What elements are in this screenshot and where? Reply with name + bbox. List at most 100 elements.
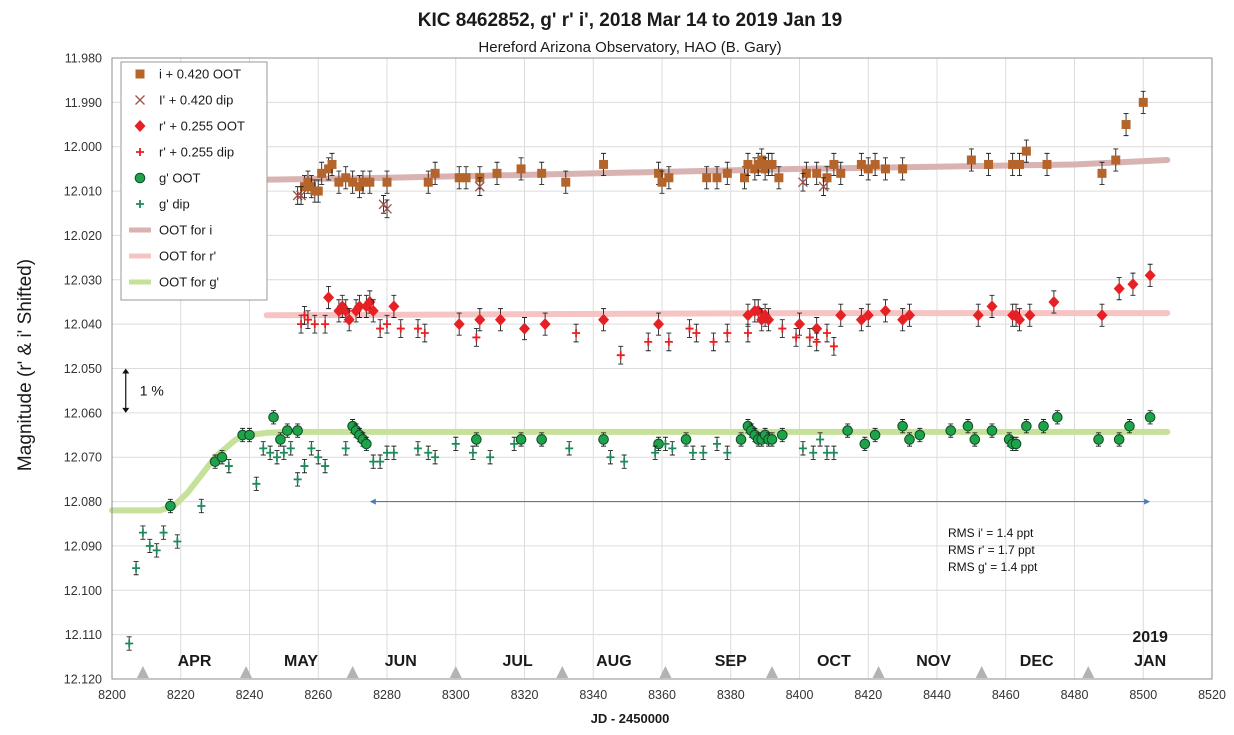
point-marker	[616, 351, 625, 360]
legend-label: r' + 0.255 OOT	[159, 119, 245, 134]
data-point	[321, 458, 330, 474]
month-label: JUN	[385, 653, 417, 670]
y-tick-label: 11.990	[65, 96, 102, 110]
point-marker	[798, 444, 807, 453]
data-point	[1097, 161, 1107, 185]
data-point	[536, 432, 547, 447]
data-point	[471, 432, 482, 447]
data-point	[880, 157, 890, 181]
data-point	[1010, 436, 1022, 452]
point-marker	[945, 425, 957, 436]
data-point	[424, 445, 433, 460]
point-marker	[862, 309, 874, 322]
point-marker	[365, 177, 375, 187]
data-point	[972, 303, 984, 327]
data-point	[986, 423, 998, 438]
data-point	[313, 179, 323, 203]
data-point	[468, 445, 477, 460]
legend-marker-swatch	[135, 95, 145, 105]
point-marker	[275, 434, 286, 445]
point-marker	[692, 329, 701, 338]
point-marker	[343, 313, 355, 326]
data-point	[1093, 432, 1104, 447]
point-marker	[341, 444, 350, 453]
x-axis-label: JD - 2450000	[591, 711, 670, 726]
data-point	[539, 312, 551, 336]
point-marker	[492, 168, 502, 178]
point-marker	[1097, 168, 1107, 178]
point-marker	[1111, 155, 1121, 165]
x-tick-label: 8300	[442, 688, 470, 702]
month-label: MAY	[284, 653, 318, 670]
data-point	[244, 427, 255, 443]
point-marker	[805, 333, 814, 342]
point-marker	[383, 448, 391, 457]
point-marker	[1052, 411, 1063, 423]
legend-item: i + 0.420 OOT	[135, 67, 241, 82]
month-marker	[346, 666, 359, 678]
point-marker	[712, 173, 722, 183]
data-point	[792, 328, 801, 347]
data-point	[794, 312, 805, 336]
data-point	[1008, 152, 1018, 176]
data-point	[969, 432, 981, 447]
data-point	[314, 450, 323, 465]
data-point	[1015, 152, 1024, 176]
data-point	[767, 152, 777, 176]
data-point	[862, 303, 874, 327]
month-label: OCT	[817, 653, 851, 670]
point-marker	[420, 329, 429, 338]
point-marker	[823, 329, 831, 338]
point-marker	[801, 168, 811, 178]
data-point	[292, 423, 303, 438]
point-marker	[842, 425, 853, 436]
point-marker	[986, 300, 998, 313]
point-marker	[173, 537, 182, 546]
y-tick-label: 12.050	[64, 362, 102, 376]
legend-label: i + 0.420 OOT	[159, 67, 241, 82]
x-tick-label: 8500	[1129, 688, 1157, 702]
x-tick-label: 8380	[717, 688, 745, 702]
data-point	[664, 332, 673, 352]
data-point	[396, 319, 405, 338]
point-marker	[897, 420, 908, 432]
point-marker	[792, 333, 801, 342]
legend-item: g' OOT	[134, 171, 201, 186]
plot-border	[111, 57, 1213, 680]
point-marker	[268, 411, 279, 423]
data-point	[599, 152, 609, 176]
scale-arrow-head	[122, 368, 130, 374]
data-point	[1021, 419, 1032, 434]
chart-subtitle: Hereford Arizona Observatory, HAO (B. Ga…	[478, 39, 781, 56]
data-point	[812, 332, 821, 352]
month-markers	[136, 666, 1095, 678]
rms-label: RMS i' = 1.4 ppt	[948, 526, 1034, 540]
data-point	[904, 303, 915, 327]
point-marker	[321, 462, 330, 471]
data-point	[1042, 152, 1052, 176]
data-point	[653, 312, 665, 336]
data-point	[743, 152, 753, 176]
point-marker	[516, 164, 526, 174]
point-marker	[809, 448, 818, 457]
scale-arrow-head	[122, 407, 130, 413]
data-point	[343, 308, 355, 332]
data-point	[268, 410, 279, 425]
point-marker	[389, 448, 398, 457]
data-point	[451, 436, 460, 452]
data-point	[431, 450, 440, 465]
data-point	[572, 323, 581, 343]
month-marker	[136, 666, 149, 678]
point-marker	[369, 457, 378, 466]
point-marker	[818, 181, 829, 192]
data-point	[688, 445, 697, 460]
point-marker	[321, 320, 330, 329]
point-marker	[743, 159, 753, 169]
data-point	[341, 166, 351, 190]
point-marker	[461, 173, 471, 183]
data-point	[125, 636, 134, 651]
y-tick-label: 12.080	[64, 495, 102, 509]
data-point	[453, 312, 465, 336]
data-point	[668, 441, 677, 456]
point-marker	[453, 318, 465, 331]
